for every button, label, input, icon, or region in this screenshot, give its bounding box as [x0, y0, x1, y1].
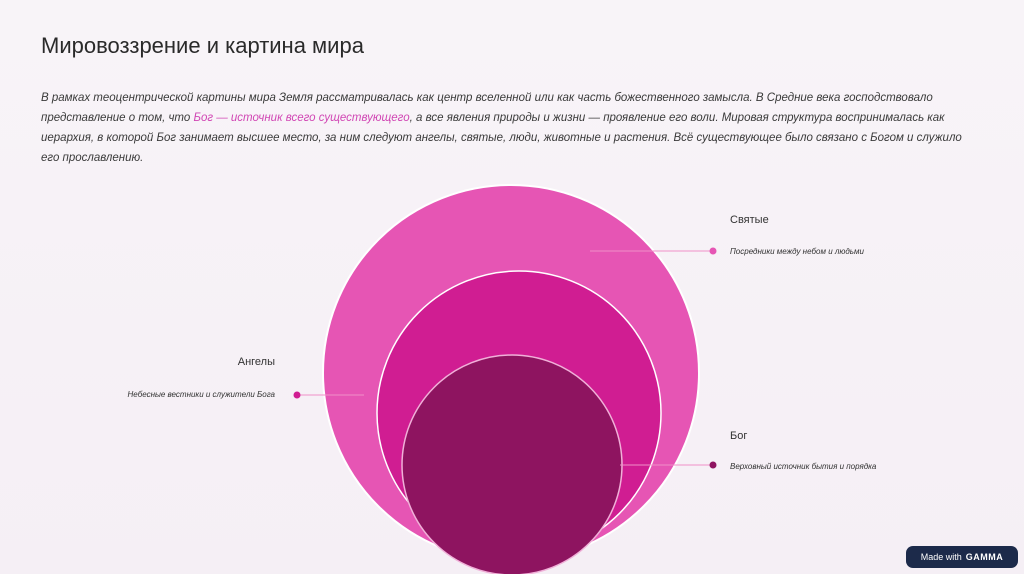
badge-made-with-text: Made with: [920, 552, 962, 562]
god-circle: [401, 354, 623, 574]
angels-title: Ангелы: [237, 356, 275, 368]
god-description: Верховный источник бытия и порядка: [730, 462, 877, 471]
made-with-gamma-badge[interactable]: Made with GAMMA: [906, 546, 1018, 568]
god-title: Бог: [730, 430, 748, 442]
saints-title: Святые: [730, 214, 769, 226]
god-marker: [709, 461, 717, 469]
intro-text-start: В рамках теоцентрической картины мира Зе…: [41, 92, 933, 124]
intro-paragraph: В рамках теоцентрической картины мира Зе…: [41, 88, 971, 168]
angels-marker: [293, 391, 301, 399]
saints-description: Посредники между небом и людьми: [730, 247, 864, 256]
intro-text-end: , а все явления природы и жизни — проявл…: [41, 112, 962, 164]
gamma-logo: GAMMA: [965, 552, 1004, 562]
saints-marker: [709, 247, 717, 255]
angels-description: Небесные вестники и служители Бога: [127, 390, 276, 399]
page-title: Мировоззрение и картина мира: [41, 33, 364, 58]
intro-highlight-link[interactable]: Бог — источник всего существующего: [193, 112, 410, 124]
